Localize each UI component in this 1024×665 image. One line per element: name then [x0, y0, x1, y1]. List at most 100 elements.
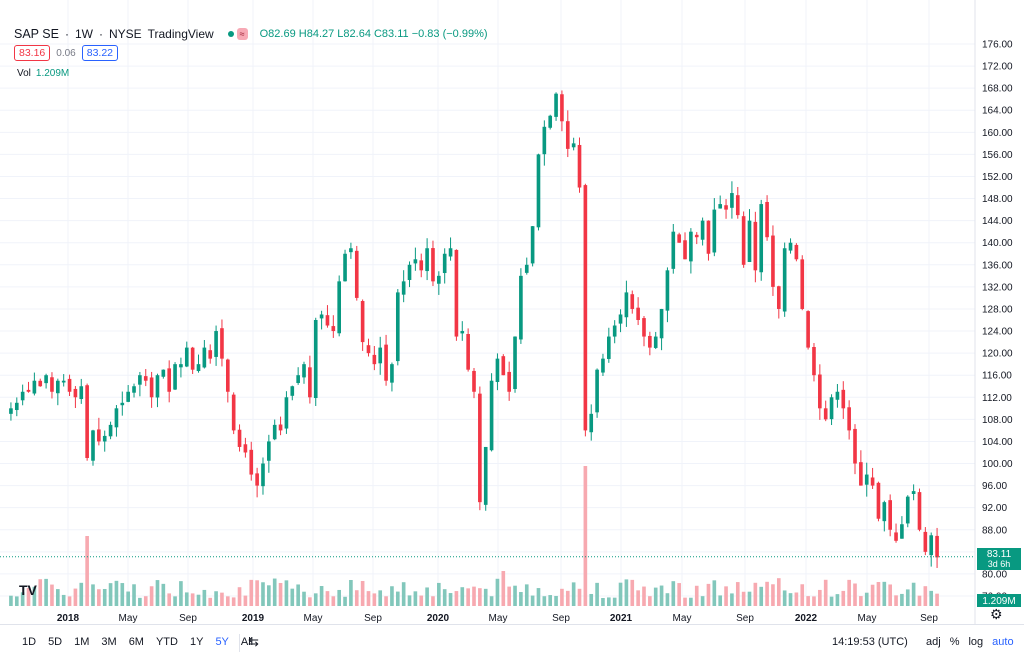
price-chart[interactable]: 176.00 172.00 168.00 164.00 160.00 156.00 152.… — [0, 0, 1024, 624]
candle-body — [835, 391, 840, 400]
volume-bar — [607, 597, 611, 606]
candle-body — [425, 248, 429, 272]
volume-bar — [706, 583, 711, 606]
range-6m[interactable]: 6M — [128, 636, 144, 648]
volume-bar — [108, 583, 113, 606]
time-tick-label: May — [119, 613, 138, 624]
volume-bar — [38, 579, 43, 606]
symbol-name[interactable]: SAP SE — [14, 27, 59, 41]
range-1y[interactable]: 1Y — [189, 636, 204, 648]
candle-body — [126, 391, 130, 402]
candle-body — [437, 275, 441, 284]
candle-body — [864, 474, 869, 485]
range-ytd[interactable]: YTD — [155, 636, 178, 648]
candle-body — [454, 249, 459, 337]
candle-body — [735, 195, 740, 216]
time-tick-label: Sep — [364, 613, 382, 624]
candle-body — [659, 308, 664, 339]
volume-label: 1.209M — [977, 594, 1021, 607]
scale-option-log[interactable]: log — [968, 636, 984, 648]
candle-body — [442, 253, 447, 274]
volume-bar — [765, 581, 769, 606]
candle-body — [683, 240, 687, 260]
volume-bar — [724, 586, 728, 606]
candle-body — [583, 185, 588, 431]
range-3m[interactable]: 3M — [101, 636, 117, 648]
price-tick-label: 128.00 — [982, 304, 1013, 315]
price-tick-label: 168.00 — [982, 84, 1013, 95]
volume-bar — [894, 595, 898, 606]
price-axis[interactable]: 176.00 172.00 168.00 164.00 160.00 156.00 152.… — [974, 0, 1013, 624]
buy-price-button[interactable]: 83.22 — [81, 45, 119, 61]
candle-body — [44, 375, 48, 384]
candle-body — [636, 307, 640, 320]
range-5y[interactable]: 5Y — [215, 636, 229, 648]
candle-body — [472, 370, 476, 392]
candle-body — [255, 473, 259, 486]
candle-body — [261, 463, 265, 487]
grid-lines — [0, 0, 975, 597]
candle-body — [91, 430, 95, 461]
volume-bars — [9, 466, 939, 606]
volume-bar — [401, 582, 406, 606]
volume-legend-value: 1.209M — [35, 68, 70, 79]
volume-bar — [847, 579, 851, 606]
candle-body — [841, 389, 846, 409]
candle-body — [61, 380, 66, 383]
volume-bar — [85, 536, 89, 606]
volume-bar — [478, 588, 482, 606]
range-1m[interactable]: 1M — [74, 636, 90, 648]
volume-bar — [261, 582, 265, 606]
candle-body — [284, 397, 289, 429]
volume-bar — [859, 596, 863, 606]
volume-bar — [683, 597, 687, 606]
volume-bar — [9, 595, 13, 606]
scale-option-adj[interactable]: adj — [926, 636, 941, 648]
candle-body — [847, 407, 851, 431]
candle-body — [184, 347, 189, 367]
volume-bar — [325, 591, 330, 606]
price-tick-label: 164.00 — [982, 106, 1013, 117]
volume-bar — [237, 587, 242, 606]
candle-body — [120, 402, 125, 406]
candle-body — [14, 402, 19, 411]
candle-body — [612, 325, 617, 337]
settings-gear-icon[interactable]: ⚙ — [990, 606, 1003, 622]
compare-icon[interactable]: ⇆ — [248, 634, 259, 649]
price-tick-label: 104.00 — [982, 437, 1013, 448]
scale-option-percent[interactable]: % — [949, 636, 960, 648]
range-all[interactable]: All — [240, 636, 254, 648]
volume-bar — [442, 589, 447, 606]
candle-body — [536, 154, 541, 228]
price-tick-label: 172.00 — [982, 62, 1013, 73]
clock-time[interactable]: 14:19:53 (UTC) — [832, 636, 908, 648]
volume-bar — [184, 592, 189, 606]
candle-body — [196, 364, 201, 372]
candle-body — [401, 281, 406, 295]
scale-option-auto[interactable]: auto — [992, 636, 1014, 648]
volume-bar — [390, 586, 394, 606]
volume-bar — [296, 584, 300, 606]
last-price-value: 83.11 — [987, 549, 1012, 560]
tradingview-logo-icon[interactable]: TV — [19, 582, 37, 598]
time-axis[interactable]: 2018 May Sep 2019 May Sep 2020 May Sep 2021 May Sep… — [57, 613, 938, 624]
volume-bar — [73, 588, 78, 606]
range-1d[interactable]: 1D — [22, 636, 37, 648]
candle-body — [530, 226, 535, 264]
delayed-data-badge[interactable]: ≈ — [236, 28, 248, 40]
interval[interactable]: 1W — [74, 27, 93, 41]
sell-price-button[interactable]: 83.16 — [14, 45, 51, 61]
candle-body — [648, 335, 652, 348]
status-indicators[interactable]: ≈ — [227, 28, 248, 40]
volume-bar — [642, 586, 646, 606]
candle-body — [560, 94, 564, 122]
candle-body — [607, 336, 611, 359]
candle-body — [108, 424, 113, 437]
legend-header: SAP SE · 1W · NYSE TradingView ≈ O82.69 … — [14, 27, 488, 41]
candle-body — [395, 292, 400, 362]
volume-bar — [360, 580, 365, 606]
candle-body — [782, 248, 787, 312]
ohlc-values: O82.69 H84.27 L82.64 C83.11 −0.83 (−0.99… — [259, 28, 488, 40]
range-5d[interactable]: 5D — [48, 636, 63, 648]
candle-body — [677, 234, 681, 243]
